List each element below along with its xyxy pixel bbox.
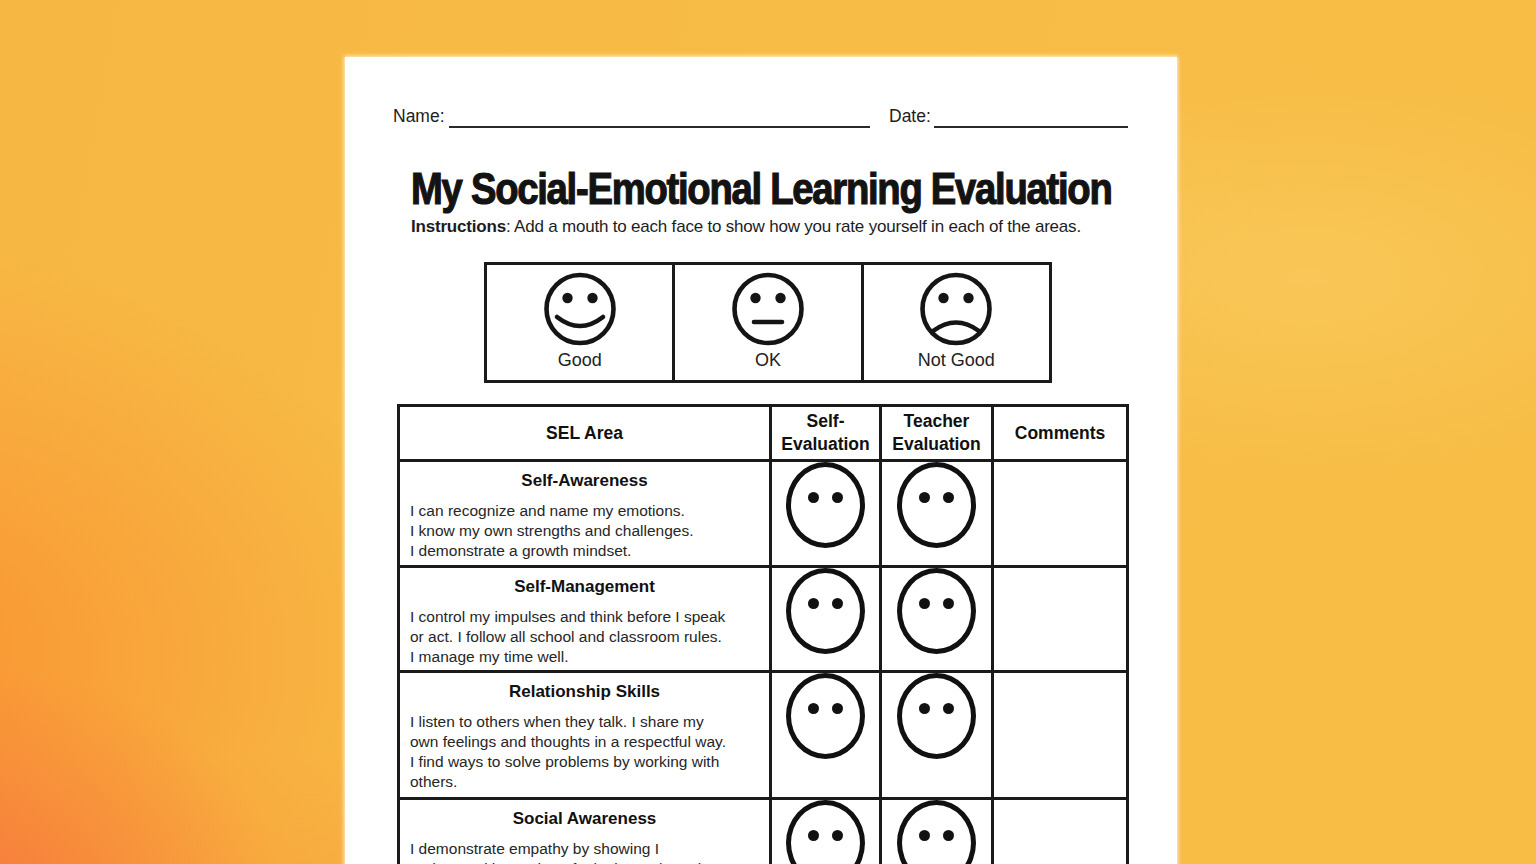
frown-face-icon xyxy=(919,272,993,346)
row-description: I listen to others when they talk. I sha… xyxy=(410,712,759,793)
table-row-self-awareness: Self-Awareness I can recognize and name m… xyxy=(399,461,1128,567)
col-header-self-evaluation: Self- Evaluation xyxy=(771,406,881,461)
row-title: Social Awareness xyxy=(400,809,769,829)
blank-face-icon xyxy=(786,568,865,654)
legend-label-good: Good xyxy=(558,350,602,371)
row-description: I can recognize and name my emotions. I … xyxy=(410,501,759,561)
row-description: I control my impulses and think before I… xyxy=(410,607,759,667)
instructions-label: Instructions xyxy=(411,217,506,236)
row-title: Self-Awareness xyxy=(400,471,769,491)
blank-face-icon xyxy=(897,462,976,548)
table-row-relationship-skills: Relationship Skills I listen to others wh… xyxy=(399,672,1128,799)
teacher-evaluation-cell xyxy=(881,461,993,567)
instructions-text: : Add a mouth to each face to show how y… xyxy=(506,217,1081,236)
comments-cell xyxy=(993,672,1128,799)
rating-legend: Good OK Not Good xyxy=(484,262,1052,383)
col-header-teacher-evaluation: Teacher Evaluation xyxy=(881,406,993,461)
col-header-comments: Comments xyxy=(993,406,1128,461)
comments-cell xyxy=(993,567,1128,672)
comments-cell xyxy=(993,799,1128,864)
col-header-sel-area: SEL Area xyxy=(399,406,771,461)
date-label: Date: xyxy=(889,106,931,127)
legend-cell-good: Good xyxy=(487,265,675,380)
teacher-evaluation-cell xyxy=(881,672,993,799)
name-fill-line xyxy=(449,126,870,128)
legend-label-not-good: Not Good xyxy=(918,350,995,371)
page-title: My Social-Emotional Learning Evaluation xyxy=(411,163,1112,215)
blank-face-icon xyxy=(786,462,865,548)
blank-face-icon xyxy=(897,800,976,864)
self-evaluation-cell xyxy=(771,672,881,799)
self-evaluation-cell xyxy=(771,567,881,672)
blank-face-icon xyxy=(897,568,976,654)
date-fill-line xyxy=(934,126,1128,128)
row-title: Self-Management xyxy=(400,577,769,597)
row-description: I demonstrate empathy by showing I under… xyxy=(410,839,759,864)
table-row-social-awareness: Social Awareness I demonstrate empathy by… xyxy=(399,799,1128,864)
worksheet-page: Name: Date: My Social-Emotional Learning… xyxy=(345,57,1177,864)
smile-face-icon xyxy=(543,272,617,346)
instructions: Instructions: Add a mouth to each face t… xyxy=(411,217,1081,237)
table-row-self-management: Self-Management I control my impulses and… xyxy=(399,567,1128,672)
comments-cell xyxy=(993,461,1128,567)
self-evaluation-cell xyxy=(771,799,881,864)
teacher-evaluation-cell xyxy=(881,799,993,864)
evaluation-table: SEL Area Self- Evaluation Teacher Evalua… xyxy=(397,404,1129,864)
blank-face-icon xyxy=(897,673,976,759)
blank-face-icon xyxy=(786,800,865,864)
neutral-face-icon xyxy=(731,272,805,346)
teacher-evaluation-cell xyxy=(881,567,993,672)
row-title: Relationship Skills xyxy=(400,682,769,702)
legend-cell-ok: OK xyxy=(675,265,863,380)
blank-face-icon xyxy=(786,673,865,759)
watercolor-background: Name: Date: My Social-Emotional Learning… xyxy=(0,0,1536,864)
legend-label-ok: OK xyxy=(755,350,781,371)
legend-cell-not-good: Not Good xyxy=(864,265,1049,380)
self-evaluation-cell xyxy=(771,461,881,567)
name-label: Name: xyxy=(393,106,445,127)
